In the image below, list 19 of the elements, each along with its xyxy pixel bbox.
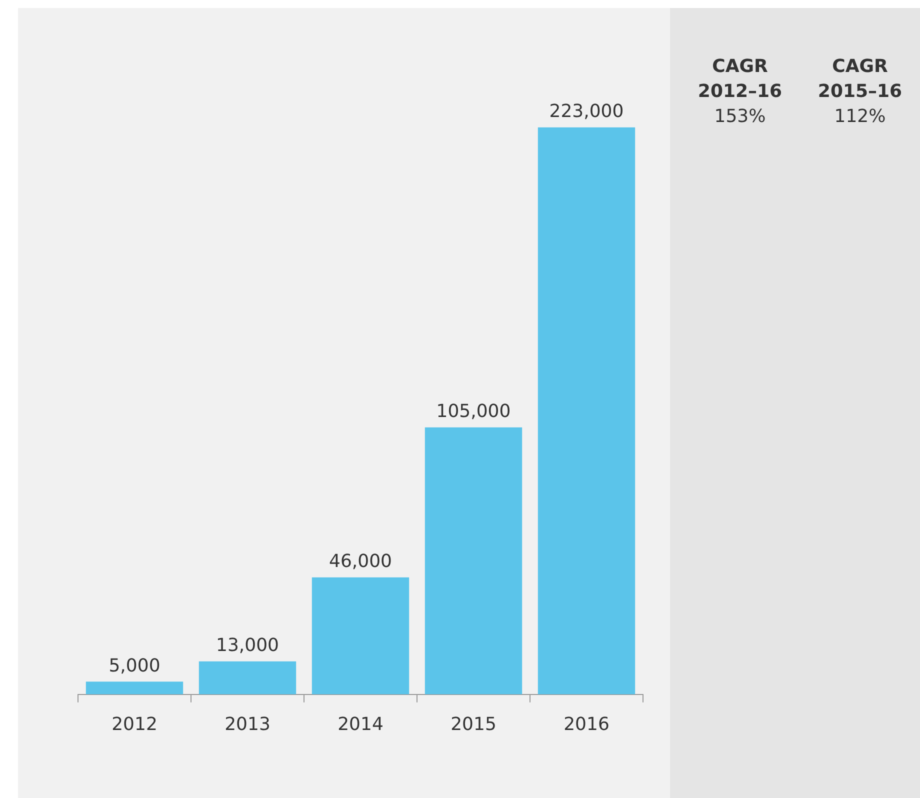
- text: 153%: [713, 105, 767, 129]
- x-tick-label: 2013: [224, 714, 270, 735]
- data-label: 5,000: [108, 655, 160, 676]
- data-label: 105,000: [436, 401, 511, 422]
- x-tick-label: 2016: [564, 714, 610, 735]
- x-tick-label: 2014: [338, 714, 384, 735]
- bar: [198, 661, 296, 694]
- data-label: 46,000: [329, 551, 392, 572]
- data-label: 223,000: [549, 101, 624, 122]
- bar: [86, 682, 184, 694]
- bar: [538, 127, 636, 694]
- data-label: 13,000: [216, 635, 279, 656]
- text: CAGR 2015–16: [816, 55, 904, 104]
- bar: [312, 577, 410, 694]
- text: CAGR 2012–16: [696, 55, 784, 104]
- text: 112%: [833, 105, 887, 129]
- x-tick-label: 2012: [112, 714, 158, 735]
- x-tick-label: 2015: [450, 714, 496, 735]
- bar: [424, 427, 522, 694]
